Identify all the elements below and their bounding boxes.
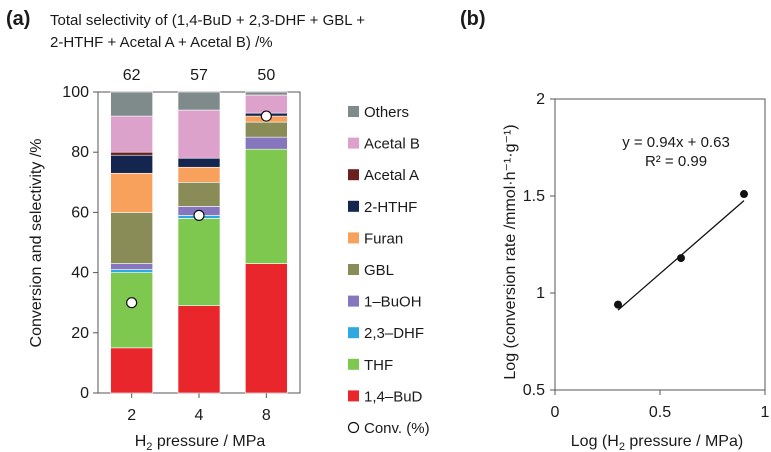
bar-segment	[245, 94, 288, 114]
panel-a-x-tick-label: 4	[195, 407, 204, 424]
legend-label: 2,3–DHF	[364, 325, 424, 342]
legend-label: GBL	[364, 262, 394, 279]
panel-a-x-axis-title-sub: 2	[146, 441, 152, 452]
panel-b-x-axis-title-sub: 2	[619, 441, 625, 452]
bar-segment	[110, 272, 153, 349]
legend-swatch	[348, 264, 359, 275]
panel-a-x-axis-title-post: pressure / MPa	[152, 433, 265, 450]
bar-segment	[110, 269, 153, 273]
panel-a-x-axis-title: H2 pressure / MPa	[135, 433, 266, 452]
panel-a-y-axis-title: Conversion and selectivity /%	[28, 139, 45, 348]
panel-a-y-tick-label: 40	[71, 265, 89, 282]
bar-segment	[245, 91, 288, 96]
panel-b: (b) 0.511.52 0 0.5 1 y = 0.94x + 0.63 R² =…	[460, 8, 770, 452]
bar-segment	[245, 121, 288, 138]
panel-b-y-tick-label: 1.5	[523, 188, 545, 205]
panel-a-y-tick-label: 0	[80, 385, 89, 402]
bar-segment	[177, 157, 221, 168]
legend-label: Acetal A	[364, 167, 419, 184]
panel-b-axes	[550, 98, 766, 395]
legend-label: Furan	[364, 230, 403, 247]
fit-equation: y = 0.94x + 0.63	[622, 134, 730, 151]
legend-label: THF	[364, 357, 393, 374]
panel-a-header-line1: Total selectivity of (1,4-BuD + 2,3-DHF …	[50, 12, 365, 29]
panel-b-label: (b)	[460, 8, 486, 30]
bar-segment	[177, 91, 221, 111]
legend-swatch	[348, 358, 359, 370]
stacked-bars	[110, 91, 288, 394]
bar-segment	[110, 263, 153, 270]
panel-a-x-tick-label: 2	[127, 407, 136, 424]
legend-swatch	[348, 106, 359, 117]
panel-a-y-tick-label: 80	[71, 144, 89, 161]
bar-segment	[110, 212, 153, 264]
panel-a-y-tick-labels: 0 20 40 60 80 100	[62, 84, 89, 402]
legend-swatch	[348, 137, 359, 149]
panel-a-label: (a)	[6, 8, 30, 30]
legend-label: 1,4–BuD	[364, 388, 423, 405]
bar-segment	[110, 151, 153, 156]
total-selectivity-label: 62	[123, 67, 141, 84]
panel-a-x-axis-title-pre: H	[135, 433, 147, 450]
legend-swatch	[348, 232, 359, 244]
bar-segment	[177, 182, 221, 207]
conversion-marker	[126, 297, 138, 309]
total-selectivity-labels: 62 57 50	[123, 67, 276, 84]
legend-label: 2-HTHF	[364, 199, 417, 216]
panel-b-y-tick-label: 0.5	[523, 382, 545, 399]
panel-b-x-tick-labels: 0 0.5 1	[551, 404, 770, 421]
scatter-point	[677, 254, 685, 263]
legend-swatch	[348, 295, 359, 307]
legend-label: Others	[364, 104, 409, 121]
panel-a-header-line2: 2-HTHF + Acetal A + Acetal B) /%	[50, 34, 273, 51]
conversion-marker	[260, 110, 272, 122]
scatter-point	[614, 300, 622, 309]
conversion-markers	[126, 110, 272, 309]
legend-conversion-marker	[347, 421, 360, 434]
bar-segment	[177, 218, 221, 307]
bar-segment	[177, 166, 221, 183]
panel-b-x-tick-label: 1	[761, 404, 770, 421]
bar-segment	[110, 115, 153, 153]
bar-segment	[177, 109, 221, 159]
bar-segment	[110, 154, 153, 174]
panel-a-y-tick-label: 20	[71, 325, 89, 342]
legend-label: 1–BuOH	[364, 294, 422, 311]
bar-segment	[245, 263, 288, 394]
legend-swatch	[348, 200, 359, 212]
panel-b-x-axis-title-pre: Log (H	[571, 433, 619, 450]
panel-a-x-tick-label: 8	[262, 407, 271, 424]
bar-segment	[177, 305, 221, 394]
bar-segment	[245, 136, 288, 150]
panel-b-x-tick-label: 0.5	[649, 404, 671, 421]
panel-a-y-tick-label: 60	[71, 204, 89, 221]
legend-label: Acetal B	[364, 136, 420, 153]
panel-b-y-tick-label: 2	[536, 91, 545, 108]
total-selectivity-label: 50	[257, 67, 275, 84]
panel-a-x-tick-labels: 2 4 8	[127, 407, 271, 424]
legend-swatch	[348, 169, 359, 181]
total-selectivity-label: 57	[190, 67, 208, 84]
panel-b-x-axis-title: Log (H2 pressure / MPa)	[571, 433, 743, 452]
fit-r-squared: R² = 0.99	[645, 153, 707, 170]
conversion-marker	[193, 209, 205, 222]
bar-segment	[110, 347, 153, 394]
panel-a: (a) Total selectivity of (1,4-BuD + 2,3-…	[6, 8, 430, 452]
scatter-points	[614, 190, 748, 309]
legend-swatch	[348, 390, 359, 402]
panel-b-y-axis-title: Log (conversion rate /mmol·h⁻¹·g⁻¹)	[502, 124, 519, 379]
scatter-point	[740, 190, 748, 199]
bar-segment	[110, 172, 153, 213]
panel-a-y-tick-label: 100	[62, 84, 89, 101]
bar-segment	[110, 91, 153, 117]
panel-b-y-tick-labels: 0.5 1 1.5 2	[523, 91, 545, 399]
bar-segment	[245, 148, 288, 264]
legend: Others Acetal B Acetal A 2-HTHF Furan GBL 1–Bu…	[347, 104, 430, 437]
panel-b-x-axis-title-post: pressure / MPa)	[625, 433, 743, 450]
panel-b-y-tick-label: 1	[536, 285, 545, 302]
legend-label: Conv. (%)	[364, 420, 430, 437]
panel-b-x-tick-label: 0	[551, 404, 560, 421]
legend-swatch	[348, 327, 359, 339]
